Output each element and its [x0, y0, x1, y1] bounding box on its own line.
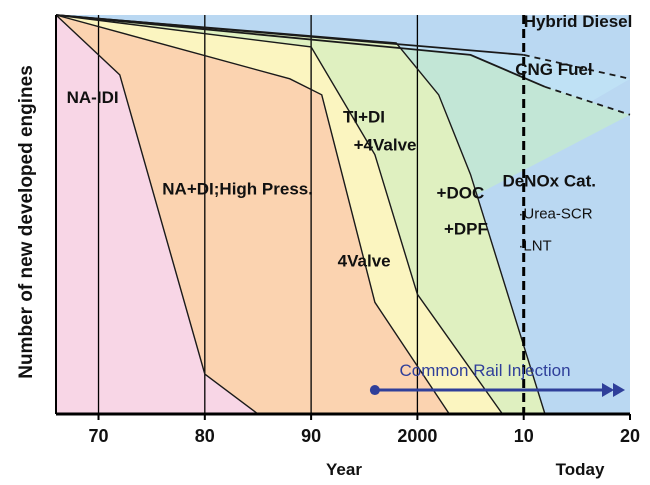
common-rail-label: Common Rail Injection: [400, 361, 571, 380]
region-label-lnt: ·LNT: [518, 237, 551, 254]
region-label-na-idi: NA-IDI: [67, 88, 119, 107]
divider-layer: [55, 14, 631, 415]
region-layer: [56, 15, 630, 414]
grid-layer: [97, 15, 419, 414]
annotation-layer: Common Rail Injection: [369, 361, 625, 398]
divider-line-2: [55, 14, 504, 415]
y-axis-label: Number of new developed engines: [16, 65, 37, 379]
axes-layer: 70 80 90 2000 10 20: [55, 15, 640, 446]
label-layer: NA-IDI NA+DI;High Press. TI+DI +4Valve 4Valv…: [67, 12, 633, 270]
region-label-na-di-high-press: NA+DI;High Press.: [162, 180, 313, 199]
x-tick-label-2000: 2000: [397, 426, 437, 446]
x-axis-label: Year: [326, 460, 362, 479]
common-rail-start-dot: [369, 385, 380, 396]
region-label-doc: +DOC: [437, 184, 485, 203]
region-label-dpf: +DPF: [444, 219, 488, 238]
region-label-urea-scr: ·Urea-SCR: [518, 205, 592, 222]
divider-line-4-dashed: [544, 85, 631, 116]
region-label-4valve: 4Valve: [338, 251, 391, 270]
region-label-denox-cat: DeNOx Cat.: [502, 172, 596, 191]
x-tick-label-1970: 70: [89, 426, 109, 446]
region-label-4valve: +4Valve: [354, 136, 417, 155]
common-rail-arrowhead-1: [602, 383, 614, 398]
common-rail-arrowhead-2: [613, 383, 625, 398]
x-tick-label-2010: 10: [514, 426, 534, 446]
divider-line-1: [55, 14, 450, 415]
today-label: Today: [556, 460, 605, 479]
region-label-hybrid-diesel: Hybrid Diesel: [524, 12, 633, 31]
x-tick-label-1990: 90: [301, 426, 321, 446]
x-tick-label-2020: 20: [620, 426, 640, 446]
divider-line-5-dashed: [523, 54, 631, 80]
x-tick-label-1980: 80: [195, 426, 215, 446]
divider-line-5-solid: [55, 14, 524, 56]
divider-line-4-solid: [55, 14, 546, 88]
region-label-cng-fuel: CNG Fuel: [515, 60, 592, 79]
divider-line-0: [55, 14, 259, 415]
region-label-ti-di: TI+DI: [343, 108, 385, 127]
region-na-idi: [56, 15, 258, 414]
